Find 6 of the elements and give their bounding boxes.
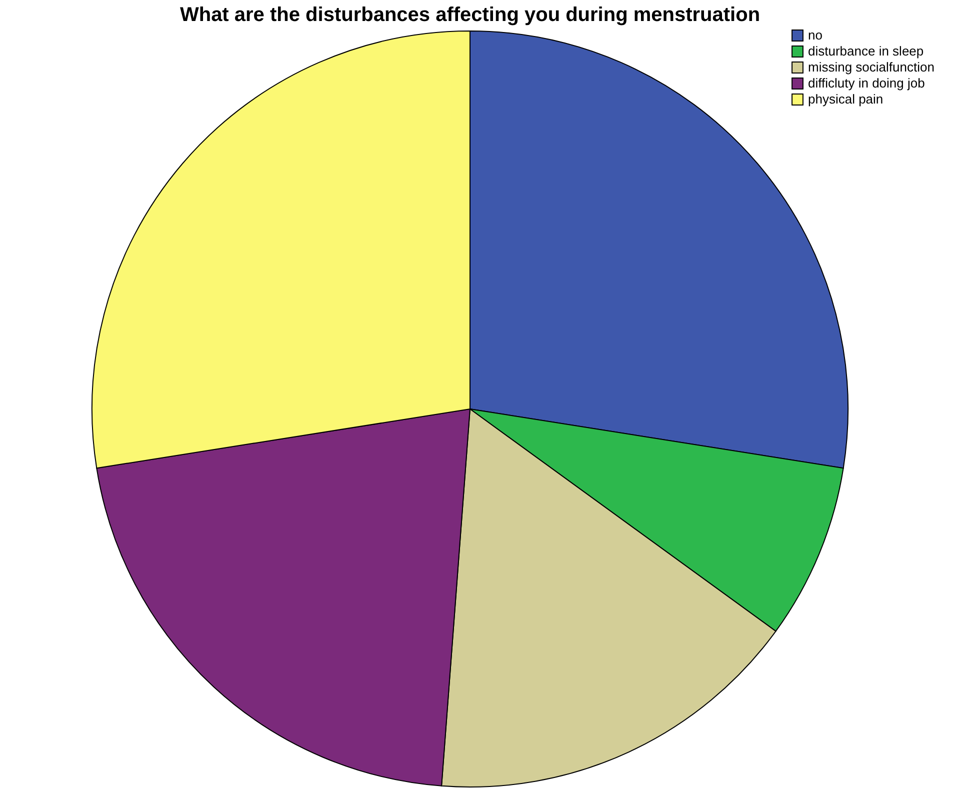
legend-label: no: [808, 28, 822, 42]
legend-label: disturbance in sleep: [808, 44, 924, 58]
chart-title: What are the disturbances affecting you during menstruation: [180, 4, 760, 26]
legend-label: difficluty in doing job: [808, 76, 925, 90]
legend-label: physical pain: [808, 92, 884, 106]
legend-label: missing socialfunction: [808, 60, 934, 74]
